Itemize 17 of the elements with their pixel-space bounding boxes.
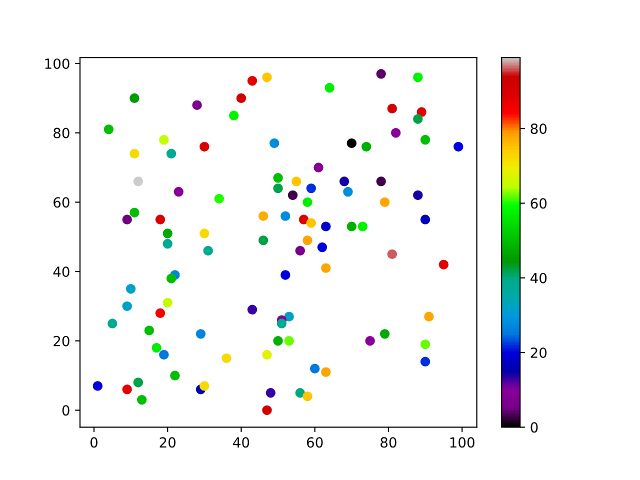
x-tick-label: 60 <box>306 437 323 448</box>
x-tick-label: 40 <box>233 437 250 448</box>
y-tick-label: 100 <box>45 58 70 69</box>
x-tick-label: 0 <box>90 437 98 448</box>
x-tick-label: 80 <box>380 437 396 448</box>
y-tick-label: 0 <box>62 405 70 416</box>
y-tick-label: 60 <box>54 197 70 208</box>
y-tick-label: 40 <box>53 266 70 277</box>
color-bar-label: 0 <box>530 422 538 433</box>
x-tick-label: 20 <box>160 437 176 448</box>
color-bar-label: 40 <box>530 272 547 284</box>
color-bar-label: 20 <box>530 348 547 358</box>
x-tick-label: 100 <box>450 437 474 448</box>
color-bar-label: 60 <box>530 198 547 209</box>
y-tick-label: 20 <box>54 336 70 346</box>
y-tick-label: 80 <box>54 128 70 138</box>
color-bar-label: 80 <box>530 124 547 134</box>
